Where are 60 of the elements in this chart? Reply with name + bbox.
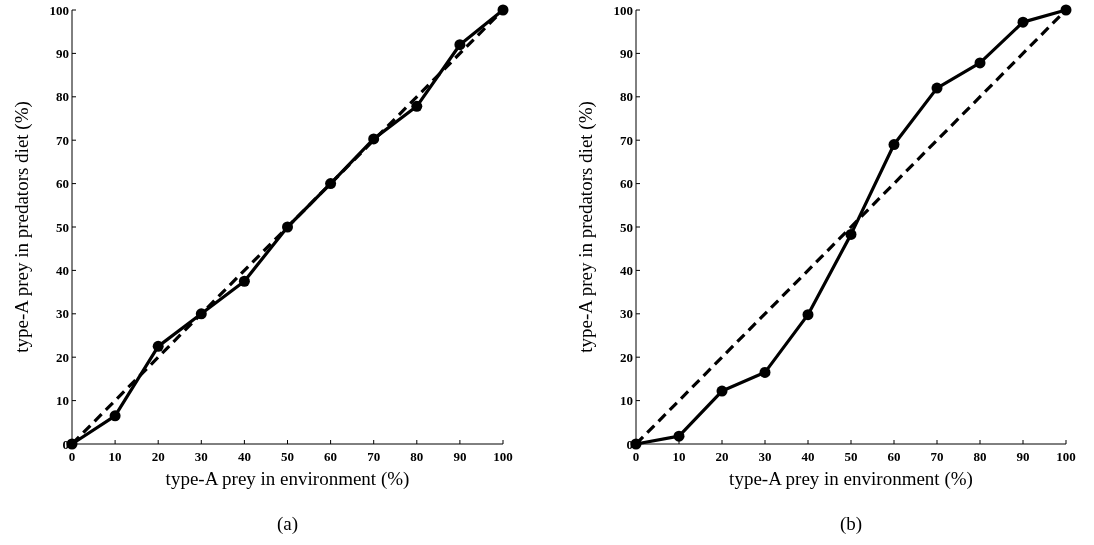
y-tick-label: 80	[56, 89, 69, 105]
x-tick-label: 40	[237, 449, 251, 464]
point	[411, 100, 423, 112]
point	[802, 309, 814, 321]
x-tick-label: 100	[493, 449, 513, 464]
x-tick-label: 30	[758, 449, 772, 464]
x-tick-label: 80	[973, 449, 987, 464]
y-tick-label: 90	[56, 45, 69, 61]
point	[1017, 16, 1029, 28]
y-tick-label: 40	[620, 262, 633, 278]
x-tick-label: 70	[930, 449, 944, 464]
x-tick-label: 20	[151, 449, 165, 464]
text: (b)	[839, 513, 863, 535]
y-tick-label: 50	[620, 219, 633, 235]
point	[673, 430, 685, 442]
x-tick-label: 10	[672, 449, 686, 464]
x-tick-label: 80	[410, 449, 424, 464]
point	[109, 410, 121, 422]
y-tick-label: 90	[620, 45, 633, 61]
x-tick-label: 100	[1056, 449, 1076, 464]
y-axis-title: type-A prey in predators diet (%)	[11, 101, 33, 353]
y-tick-label: 70	[620, 132, 633, 148]
y-tick-label: 100	[613, 2, 633, 18]
x-axis-title: type-A prey in environment (%)	[729, 468, 973, 490]
x-tick-label: 60	[324, 449, 338, 464]
x-tick-label: 20	[715, 449, 729, 464]
y-tick-label: 70	[56, 132, 69, 148]
x-tick-label: 40	[801, 449, 815, 464]
point	[845, 228, 857, 240]
point	[759, 366, 771, 378]
y-tick-label: 50	[56, 219, 69, 235]
point	[974, 57, 986, 69]
text: (a)	[276, 513, 299, 535]
x-tick-label: 90	[453, 449, 467, 464]
y-tick-label: 100	[49, 2, 69, 18]
y-tick-label: 30	[56, 306, 69, 322]
y-tick-label: 20	[620, 349, 633, 365]
x-tick-label: 50	[844, 449, 858, 464]
x-tick-label: 50	[281, 449, 294, 464]
y-tick-label: 80	[620, 89, 633, 105]
y-tick-label: 30	[620, 306, 633, 322]
y-tick-label: 10	[620, 393, 633, 409]
point	[454, 39, 466, 51]
x-tick-label: 70	[367, 449, 381, 464]
point	[716, 385, 728, 397]
point	[238, 275, 250, 287]
y-tick-label: 10	[56, 393, 69, 409]
x-tick-label: 30	[194, 449, 208, 464]
y-tick-label: 60	[620, 176, 633, 192]
x-axis-title: type-A prey in environment (%)	[165, 468, 410, 490]
y-axis-title: type-A prey in predators diet (%)	[575, 101, 597, 353]
y-tick-label: 60	[56, 176, 69, 192]
x-tick-label: 90	[1016, 449, 1030, 464]
x-tick-label: 10	[108, 449, 122, 464]
point	[152, 340, 164, 352]
x-tick-label: 60	[887, 449, 901, 464]
point	[931, 82, 943, 94]
point	[888, 139, 900, 151]
y-tick-label: 40	[56, 262, 69, 278]
y-tick-label: 20	[56, 349, 69, 365]
